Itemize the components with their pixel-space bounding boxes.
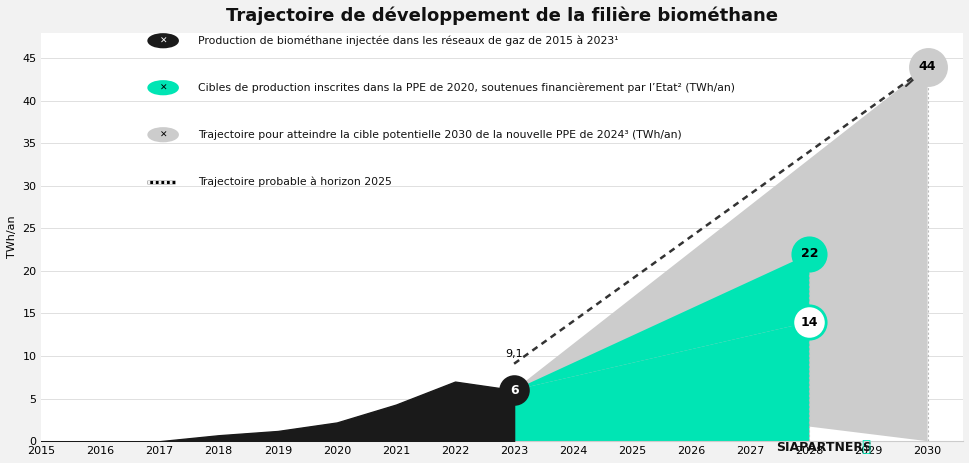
Text: 1,2: 1,2 (268, 417, 286, 427)
Text: SIAPARTNERS: SIAPARTNERS (775, 441, 871, 454)
Text: ✕: ✕ (159, 36, 167, 45)
Text: 7,0: 7,0 (446, 367, 463, 377)
Text: Production de biométhane injectée dans les réseaux de gaz de 2015 à 2023¹: Production de biométhane injectée dans l… (198, 36, 618, 46)
Point (506, 387, 521, 394)
Point (800, 250, 816, 257)
Circle shape (148, 128, 177, 141)
Point (919, 63, 934, 70)
Y-axis label: TWh/an: TWh/an (7, 216, 16, 258)
Text: Trajectoire probable à horizon 2025: Trajectoire probable à horizon 2025 (198, 176, 391, 187)
Text: Cibles de production inscrites dans la PPE de 2020, soutenues financièrement par: Cibles de production inscrites dans la P… (198, 82, 735, 93)
Text: 0,7: 0,7 (209, 421, 228, 431)
Title: Trajectoire de développement de la filière biométhane: Trajectoire de développement de la filiè… (226, 7, 777, 25)
Polygon shape (514, 67, 926, 441)
Text: ⟋: ⟋ (860, 439, 869, 454)
Polygon shape (514, 254, 808, 390)
Text: 4,3: 4,3 (387, 390, 404, 400)
Circle shape (148, 81, 177, 94)
Circle shape (148, 34, 177, 47)
Text: 9,1: 9,1 (505, 350, 522, 359)
Text: ✕: ✕ (159, 83, 167, 92)
Text: Trajectoire pour atteindre la cible potentielle 2030 de la nouvelle PPE de 2024³: Trajectoire pour atteindre la cible pote… (198, 130, 681, 140)
Text: 44: 44 (918, 60, 935, 73)
Text: 6: 6 (510, 384, 517, 397)
Point (800, 318, 816, 325)
Text: 2,2: 2,2 (328, 408, 345, 418)
Polygon shape (514, 322, 808, 441)
Text: ✕: ✕ (159, 130, 167, 139)
Text: 14: 14 (799, 315, 818, 329)
Text: 22: 22 (799, 247, 818, 260)
